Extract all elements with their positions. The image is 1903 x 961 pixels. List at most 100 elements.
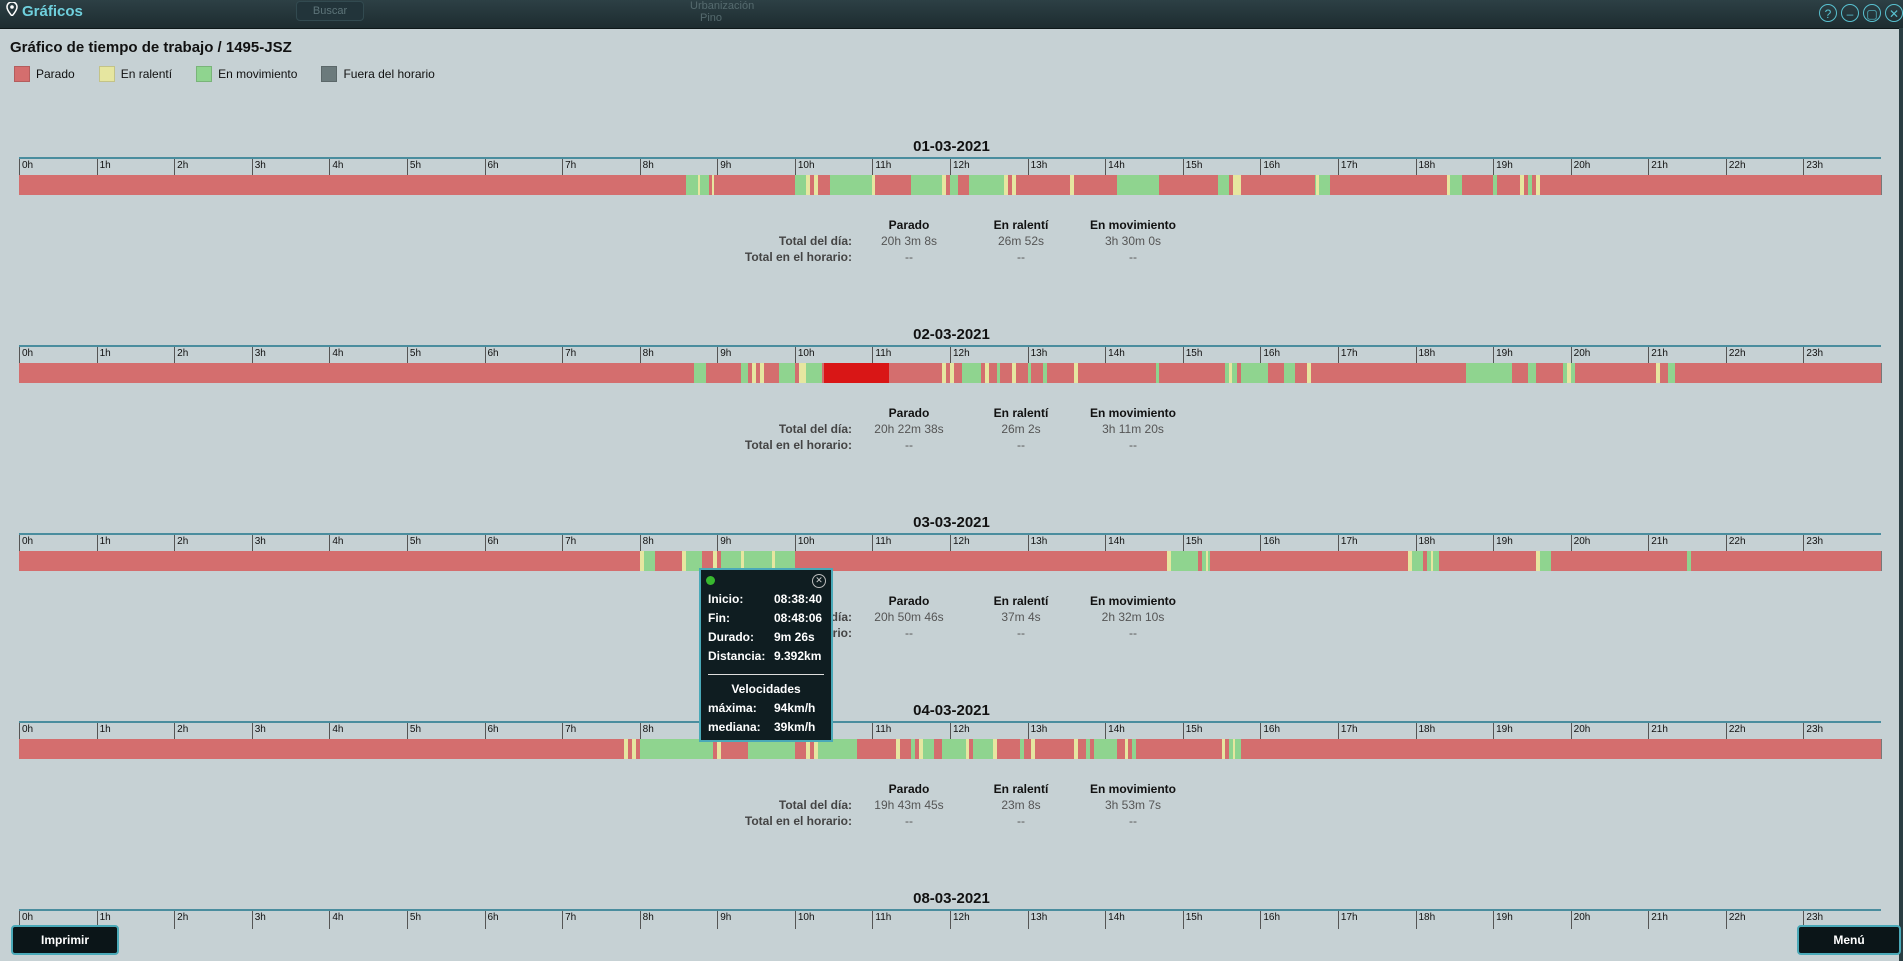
idle-segment[interactable] bbox=[1206, 551, 1209, 571]
idle-segment[interactable] bbox=[814, 175, 819, 195]
idle-segment[interactable] bbox=[1407, 551, 1412, 571]
idle-segment[interactable] bbox=[1004, 175, 1009, 195]
idle-segment[interactable] bbox=[872, 175, 875, 195]
idle-segment[interactable] bbox=[984, 363, 989, 383]
idle-segment[interactable] bbox=[631, 739, 636, 759]
idle-segment[interactable] bbox=[1233, 175, 1241, 195]
moving-segment[interactable] bbox=[961, 363, 982, 383]
moving-segment[interactable] bbox=[1450, 175, 1463, 195]
idle-segment[interactable] bbox=[942, 363, 947, 383]
idle-segment[interactable] bbox=[1306, 363, 1311, 383]
moving-segment[interactable] bbox=[721, 551, 741, 571]
moving-segment[interactable] bbox=[700, 175, 710, 195]
idle-segment[interactable] bbox=[1316, 175, 1320, 195]
moving-segment[interactable] bbox=[1217, 175, 1230, 195]
print-button[interactable]: Imprimir bbox=[11, 925, 119, 955]
moving-segment[interactable] bbox=[1085, 739, 1090, 759]
idle-segment[interactable] bbox=[1070, 175, 1075, 195]
idle-segment[interactable] bbox=[950, 363, 954, 383]
maximize-icon[interactable]: ▢ bbox=[1863, 4, 1881, 22]
activity-bar[interactable] bbox=[19, 739, 1882, 759]
moving-segment[interactable] bbox=[942, 739, 966, 759]
menu-button[interactable]: Menú bbox=[1797, 925, 1901, 955]
moving-segment[interactable] bbox=[775, 551, 795, 571]
idle-segment[interactable] bbox=[1012, 363, 1016, 383]
moving-segment[interactable] bbox=[922, 739, 935, 759]
activity-bar[interactable] bbox=[19, 363, 1882, 383]
moving-segment[interactable] bbox=[950, 175, 958, 195]
moving-segment[interactable] bbox=[744, 551, 772, 571]
idle-segment[interactable] bbox=[1446, 175, 1451, 195]
search-button[interactable]: Buscar bbox=[296, 1, 364, 21]
idle-segment[interactable] bbox=[965, 739, 970, 759]
stopped-selected-segment[interactable] bbox=[824, 363, 890, 383]
idle-segment[interactable] bbox=[752, 363, 757, 383]
idle-segment[interactable] bbox=[1520, 175, 1525, 195]
moving-segment[interactable] bbox=[1493, 175, 1497, 195]
idle-segment[interactable] bbox=[740, 551, 745, 571]
idle-segment[interactable] bbox=[713, 551, 718, 571]
moving-segment[interactable] bbox=[1527, 363, 1536, 383]
idle-segment[interactable] bbox=[806, 175, 811, 195]
moving-segment[interactable] bbox=[1465, 363, 1513, 383]
idle-segment[interactable] bbox=[639, 551, 644, 571]
idle-segment[interactable] bbox=[992, 739, 997, 759]
moving-segment[interactable] bbox=[806, 363, 822, 383]
moving-segment[interactable] bbox=[779, 363, 795, 383]
idle-segment[interactable] bbox=[1566, 363, 1571, 383]
moving-segment[interactable] bbox=[1687, 551, 1691, 571]
idle-segment[interactable] bbox=[682, 551, 687, 571]
idle-segment[interactable] bbox=[759, 363, 764, 383]
moving-segment[interactable] bbox=[996, 363, 1001, 383]
idle-segment[interactable] bbox=[717, 739, 722, 759]
idle-segment[interactable] bbox=[1074, 363, 1078, 383]
moving-segment[interactable] bbox=[639, 739, 714, 759]
moving-segment[interactable] bbox=[969, 175, 1005, 195]
moving-segment[interactable] bbox=[1155, 363, 1160, 383]
moving-segment[interactable] bbox=[1027, 363, 1032, 383]
moving-segment[interactable] bbox=[911, 175, 943, 195]
moving-segment[interactable] bbox=[1093, 739, 1117, 759]
idle-segment[interactable] bbox=[798, 363, 807, 383]
moving-segment[interactable] bbox=[1539, 551, 1552, 571]
idle-segment[interactable] bbox=[1233, 739, 1236, 759]
moving-segment[interactable] bbox=[1527, 175, 1532, 195]
close-icon[interactable]: ✕ bbox=[812, 574, 826, 588]
idle-segment[interactable] bbox=[1229, 363, 1232, 383]
moving-segment[interactable] bbox=[1019, 739, 1024, 759]
idle-segment[interactable] bbox=[624, 739, 629, 759]
moving-segment[interactable] bbox=[643, 551, 656, 571]
moving-segment[interactable] bbox=[973, 739, 993, 759]
idle-segment[interactable] bbox=[942, 175, 947, 195]
moving-segment[interactable] bbox=[1667, 363, 1676, 383]
minimize-icon[interactable]: – bbox=[1841, 4, 1859, 22]
idle-segment[interactable] bbox=[1124, 739, 1129, 759]
idle-segment[interactable] bbox=[918, 739, 923, 759]
idle-segment[interactable] bbox=[711, 175, 715, 195]
help-icon[interactable]: ? bbox=[1819, 4, 1837, 22]
moving-segment[interactable] bbox=[693, 363, 706, 383]
idle-segment[interactable] bbox=[806, 739, 811, 759]
moving-segment[interactable] bbox=[818, 739, 857, 759]
idle-segment[interactable] bbox=[1656, 363, 1660, 383]
moving-segment[interactable] bbox=[1171, 551, 1199, 571]
idle-segment[interactable] bbox=[1074, 739, 1078, 759]
moving-segment[interactable] bbox=[748, 739, 795, 759]
activity-bar[interactable] bbox=[19, 175, 1882, 195]
idle-segment[interactable] bbox=[1167, 551, 1172, 571]
activity-bar[interactable] bbox=[19, 551, 1882, 571]
idle-segment[interactable] bbox=[895, 739, 900, 759]
moving-segment[interactable] bbox=[1240, 363, 1269, 383]
idle-segment[interactable] bbox=[814, 739, 819, 759]
idle-segment[interactable] bbox=[1535, 551, 1540, 571]
idle-segment[interactable] bbox=[1535, 175, 1540, 195]
scrollbar[interactable] bbox=[1899, 28, 1903, 961]
moving-segment[interactable] bbox=[740, 363, 749, 383]
idle-segment[interactable] bbox=[1012, 175, 1016, 195]
idle-segment[interactable] bbox=[1031, 739, 1036, 759]
moving-segment[interactable] bbox=[829, 175, 873, 195]
moving-segment[interactable] bbox=[794, 175, 807, 195]
idle-segment[interactable] bbox=[771, 551, 776, 571]
moving-segment[interactable] bbox=[686, 551, 702, 571]
moving-segment[interactable] bbox=[1283, 363, 1296, 383]
